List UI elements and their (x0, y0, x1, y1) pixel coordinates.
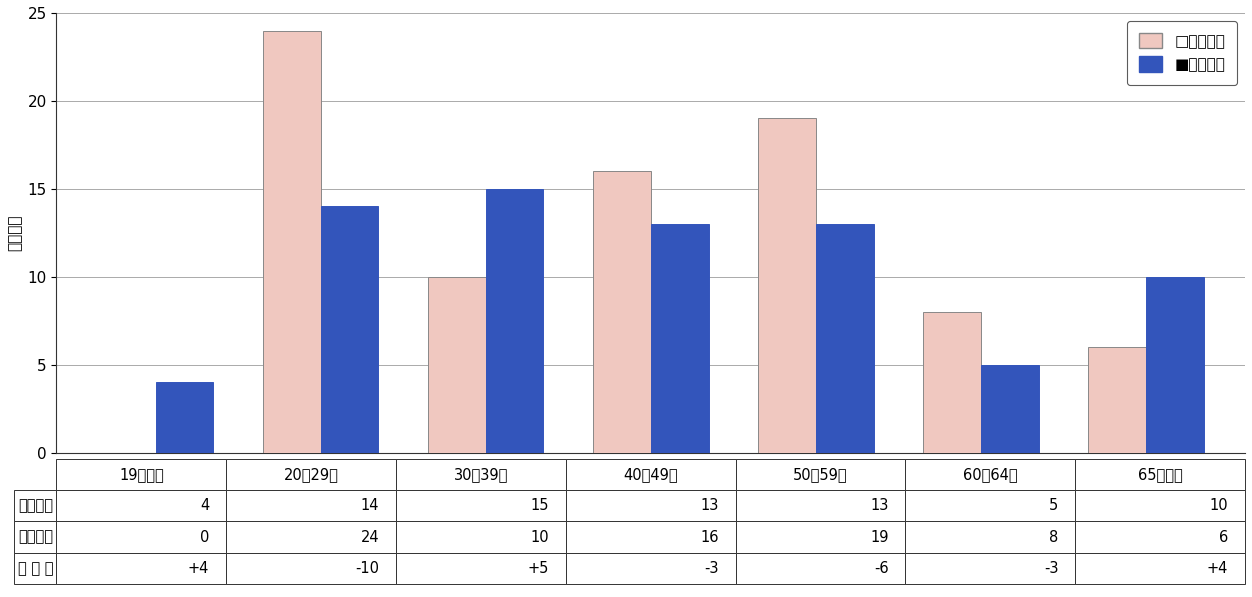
Bar (757, 118, 816, 453)
Legend: □令和５年, ■令和６年: □令和５年, ■令和６年 (1127, 20, 1237, 85)
Bar (1146, 277, 1203, 453)
Bar (486, 189, 543, 453)
Bar (321, 207, 378, 453)
Bar (923, 312, 980, 453)
Bar (980, 365, 1039, 453)
Bar (1088, 347, 1146, 453)
Bar (651, 224, 709, 453)
Bar (263, 30, 321, 453)
Y-axis label: （件数）: （件数） (8, 214, 23, 251)
Bar (428, 277, 486, 453)
Bar (816, 224, 874, 453)
Bar (155, 382, 213, 453)
Bar (593, 171, 651, 453)
